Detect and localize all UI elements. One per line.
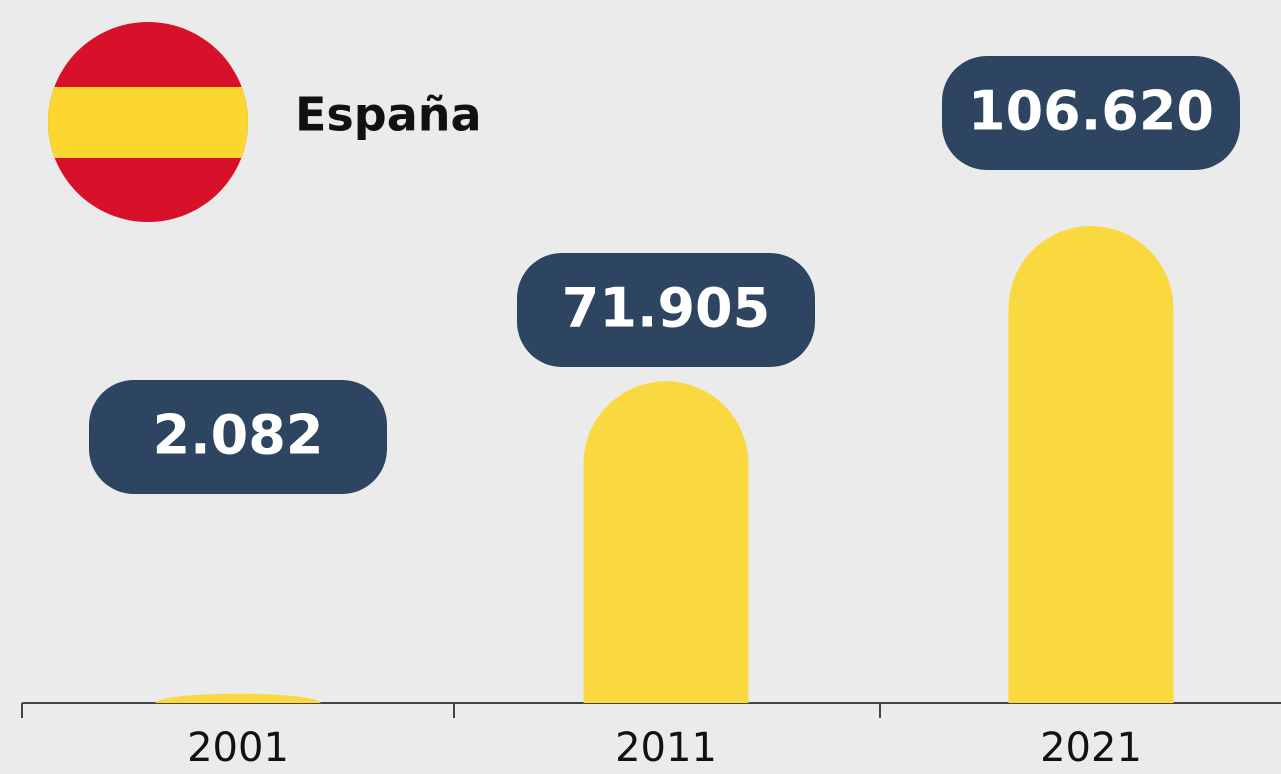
value-label-pill: [942, 56, 1240, 170]
value-label-pill: [517, 253, 815, 367]
x-tick-label: 2001: [187, 725, 289, 770]
flag: [48, 22, 248, 222]
value-label: 71.905: [562, 277, 770, 340]
chart-title: España: [295, 88, 482, 142]
value-label: 106.620: [968, 80, 1214, 143]
bar: [155, 693, 321, 703]
bar: [1008, 225, 1174, 703]
value-label-pill: [89, 380, 387, 494]
bar: [583, 381, 749, 703]
x-tick-label: 2011: [615, 725, 717, 770]
x-tick-label: 2021: [1040, 725, 1142, 770]
value-label: 2.082: [153, 404, 324, 467]
